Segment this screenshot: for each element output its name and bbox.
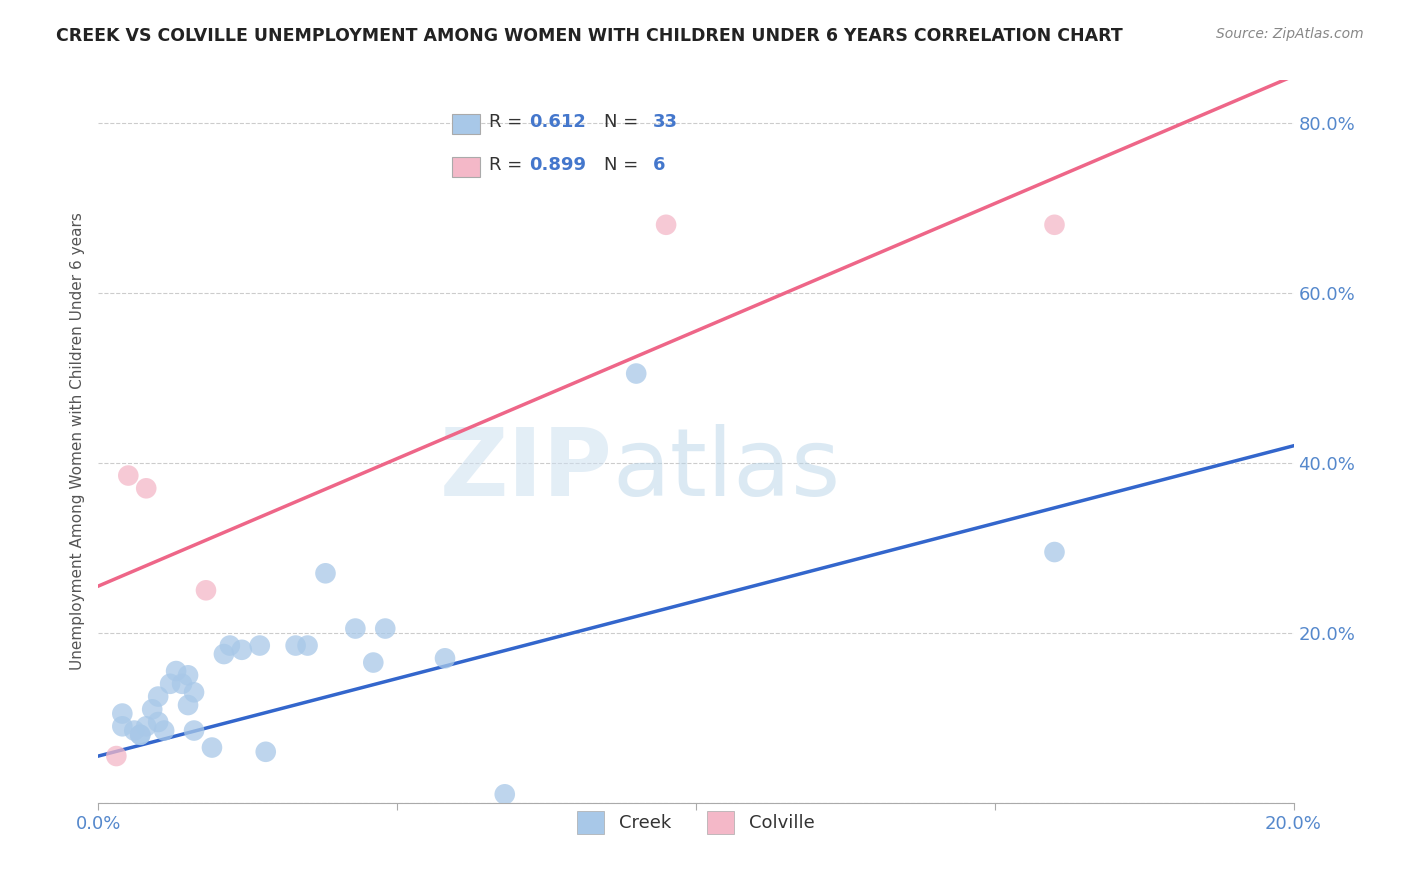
Text: R =: R = [489, 113, 529, 131]
Point [363, 656, 385, 670]
Point [344, 622, 367, 636]
Point [254, 745, 277, 759]
Point [105, 749, 128, 764]
Point [494, 787, 516, 801]
Text: N =: N = [603, 113, 644, 131]
Text: 0.612: 0.612 [530, 113, 586, 131]
Point [172, 677, 194, 691]
Point [434, 651, 457, 665]
Point [141, 702, 163, 716]
Text: 33: 33 [654, 113, 678, 131]
Text: Source: ZipAtlas.com: Source: ZipAtlas.com [1216, 27, 1364, 41]
Point [135, 719, 157, 733]
Point [148, 690, 170, 704]
Point [148, 714, 170, 729]
Text: CREEK VS COLVILLE UNEMPLOYMENT AMONG WOMEN WITH CHILDREN UNDER 6 YEARS CORRELATI: CREEK VS COLVILLE UNEMPLOYMENT AMONG WOM… [56, 27, 1123, 45]
Point [374, 622, 396, 636]
Point [183, 723, 205, 738]
Point [212, 647, 235, 661]
Point [177, 698, 200, 712]
Point [117, 468, 139, 483]
Text: R =: R = [489, 156, 529, 174]
Point [129, 728, 152, 742]
Text: atlas: atlas [613, 425, 841, 516]
Point [1043, 218, 1066, 232]
Text: 6: 6 [654, 156, 665, 174]
Point [284, 639, 307, 653]
Point [111, 706, 134, 721]
Point [195, 583, 218, 598]
Point [249, 639, 271, 653]
Text: 0.899: 0.899 [530, 156, 586, 174]
Point [165, 664, 187, 678]
Text: ZIP: ZIP [440, 425, 613, 516]
Text: N =: N = [603, 156, 650, 174]
Point [135, 481, 157, 495]
FancyBboxPatch shape [453, 114, 479, 134]
Point [219, 639, 242, 653]
Point [111, 719, 134, 733]
FancyBboxPatch shape [453, 157, 479, 177]
Point [655, 218, 678, 232]
Point [129, 728, 152, 742]
Point [153, 723, 176, 738]
Point [159, 677, 181, 691]
Point [183, 685, 205, 699]
Y-axis label: Unemployment Among Women with Children Under 6 years: Unemployment Among Women with Children U… [69, 212, 84, 671]
Point [626, 367, 648, 381]
Legend: Creek, Colville: Creek, Colville [567, 801, 825, 845]
Point [231, 642, 253, 657]
Point [315, 566, 337, 581]
Point [297, 639, 319, 653]
Point [177, 668, 200, 682]
Point [124, 723, 146, 738]
Point [201, 740, 224, 755]
Point [1043, 545, 1066, 559]
